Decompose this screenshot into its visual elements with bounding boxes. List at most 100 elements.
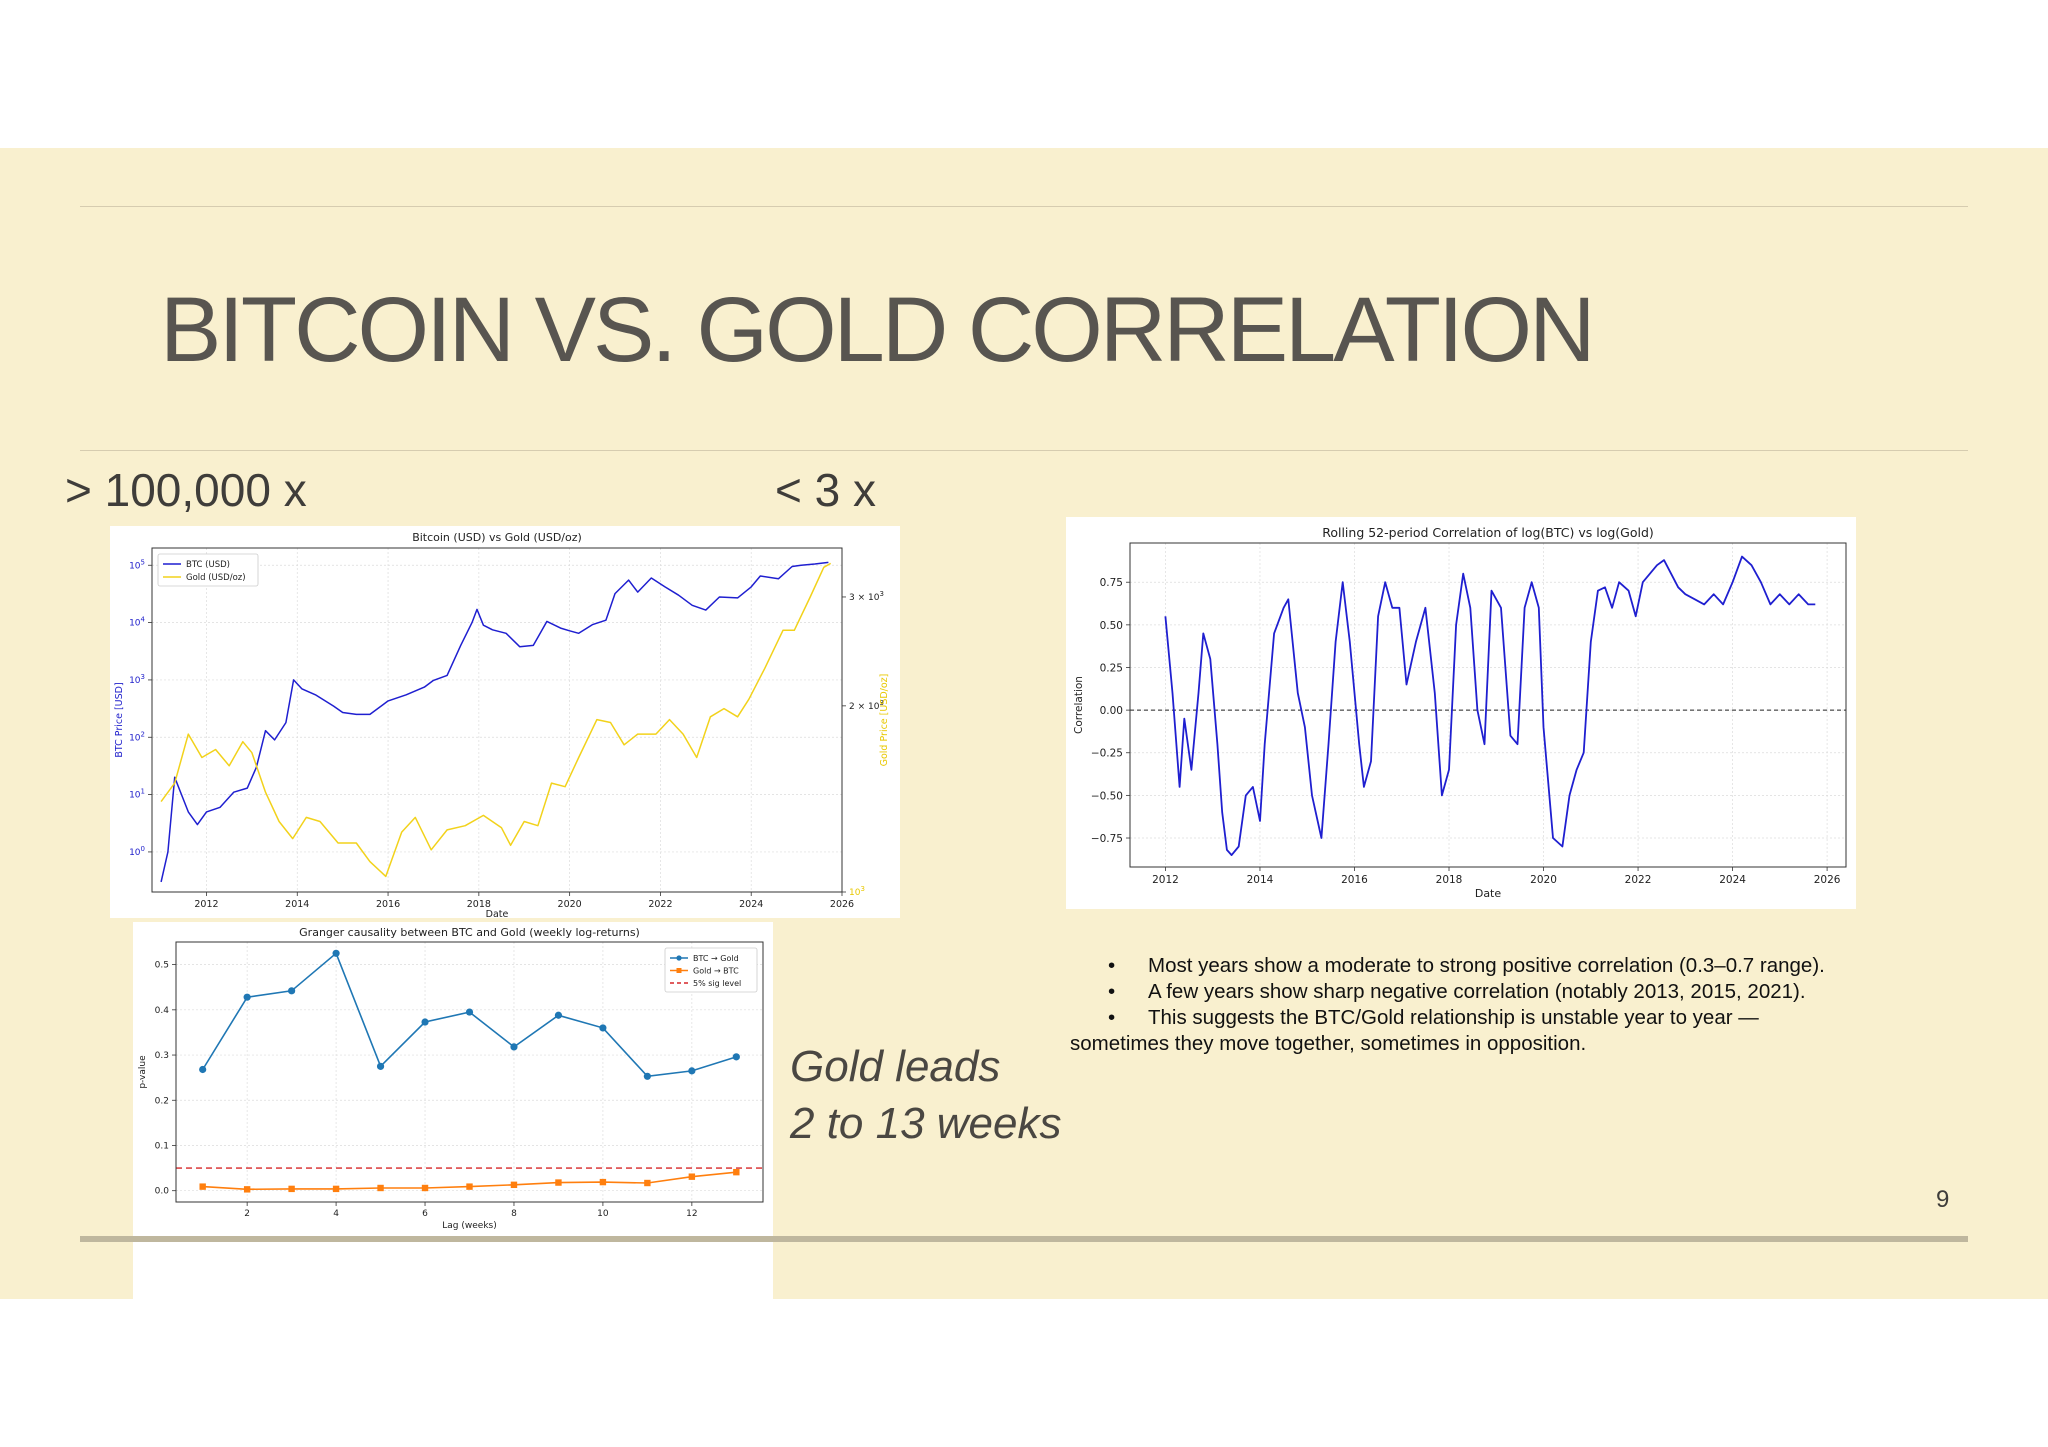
page-number: 9 bbox=[1936, 1186, 1950, 1213]
legend-marker bbox=[676, 968, 682, 973]
y-axis-label-left: BTC Price [USD] bbox=[114, 682, 125, 757]
gold-growth-label: < 3 x bbox=[775, 464, 877, 516]
legend-marker bbox=[676, 955, 682, 961]
gold-to-btc-point bbox=[599, 1178, 607, 1186]
gold-to-btc-point bbox=[510, 1181, 518, 1189]
gold-to-btc-point bbox=[199, 1183, 206, 1190]
top-rule bbox=[80, 206, 1968, 207]
plot-frame bbox=[1129, 542, 1847, 868]
gold-price-line bbox=[160, 562, 832, 878]
y-tick-label-right: 3 × 103 bbox=[849, 590, 884, 603]
y-tick-label: 0.4 bbox=[155, 1006, 170, 1016]
gold-to-btc-point bbox=[332, 1185, 340, 1193]
legend-label: Gold (USD/oz) bbox=[186, 573, 246, 583]
finding-item: Most years show a moderate to strong pos… bbox=[1070, 953, 1870, 979]
plot-frame bbox=[175, 941, 764, 1203]
btc-growth-label: > 100,000 x bbox=[65, 464, 307, 516]
gold-leads-callout: Gold leads 2 to 13 weeks bbox=[790, 1038, 1062, 1152]
x-tick-label: 2014 bbox=[1247, 874, 1274, 886]
x-tick-label: 2012 bbox=[194, 899, 218, 910]
y-tick-label: 0.50 bbox=[1100, 620, 1123, 632]
y-tick-label-left: 103 bbox=[129, 673, 145, 686]
y-tick-label-right: 103 bbox=[849, 885, 865, 898]
x-tick-label: 12 bbox=[686, 1209, 697, 1219]
x-tick-label: 2024 bbox=[1719, 874, 1746, 886]
x-tick-label: 2020 bbox=[558, 899, 582, 910]
x-tick-label: 2022 bbox=[648, 899, 672, 910]
legend-box bbox=[157, 553, 259, 587]
granger-chart: Granger causality between BTC and Gold (… bbox=[138, 926, 764, 1231]
finding-continuation: sometimes they move together, sometimes … bbox=[1070, 1032, 1587, 1055]
x-tick-label: 2016 bbox=[376, 899, 400, 910]
btc-to-gold-point bbox=[421, 1018, 429, 1026]
x-tick-label: 2026 bbox=[830, 899, 854, 910]
x-tick-label: 2020 bbox=[1530, 874, 1557, 886]
finding-item: A few years show sharp negative correlat… bbox=[1070, 979, 1870, 1005]
y-tick-label: −0.25 bbox=[1091, 748, 1123, 760]
y-tick-label: 0.5 bbox=[155, 961, 169, 971]
btc-gold-price-chart-panel: Bitcoin (USD) vs Gold (USD/oz) 2012 2014 20… bbox=[110, 526, 900, 920]
btc-to-gold-point bbox=[688, 1067, 696, 1075]
x-axis-label: Date bbox=[1475, 887, 1502, 900]
x-tick-label: 2026 bbox=[1814, 874, 1841, 886]
gold-to-btc-point bbox=[288, 1185, 295, 1193]
y-axis-label-right: Gold Price [USD/oz] bbox=[879, 674, 890, 767]
x-tick-label: 2024 bbox=[739, 899, 763, 910]
y-tick-label: 0.3 bbox=[155, 1051, 169, 1061]
gold-leads-line-1: Gold leads bbox=[790, 1042, 1001, 1091]
x-tick-label: 2018 bbox=[467, 899, 491, 910]
y-axis-label: p-value bbox=[138, 1055, 148, 1089]
x-tick-label: 4 bbox=[333, 1209, 339, 1219]
y-tick-label: 0.00 bbox=[1100, 705, 1123, 717]
btc-to-gold-point bbox=[465, 1008, 474, 1016]
legend-box bbox=[664, 947, 758, 993]
y-tick-label: −0.50 bbox=[1091, 790, 1123, 802]
legend-label: BTC → Gold bbox=[693, 954, 739, 963]
rolling-correlation-chart: Rolling 52-period Correlation of log(BTC… bbox=[1073, 525, 1847, 900]
y-tick-label: 0.75 bbox=[1100, 577, 1123, 589]
y-tick-label-right: 2 × 103 bbox=[849, 699, 884, 712]
y-tick-label: 0.25 bbox=[1100, 662, 1123, 674]
x-tick-label: 10 bbox=[597, 1209, 609, 1219]
legend-label: BTC (USD) bbox=[186, 560, 230, 570]
y-tick-label: 0.2 bbox=[155, 1096, 169, 1106]
legend-label: Gold → BTC bbox=[693, 967, 739, 976]
bottom-rule bbox=[80, 1236, 1968, 1242]
gold-leads-line-2: 2 to 13 weeks bbox=[790, 1099, 1062, 1148]
x-tick-label: 6 bbox=[422, 1209, 428, 1219]
btc-to-gold-point bbox=[510, 1043, 518, 1051]
x-tick-label: 2014 bbox=[285, 899, 309, 910]
plot-frame bbox=[151, 547, 843, 893]
x-tick-label: 2 bbox=[244, 1209, 250, 1219]
chart-title: Granger causality between BTC and Gold (… bbox=[299, 926, 640, 939]
gold-to-btc-point bbox=[688, 1173, 696, 1180]
btc-to-gold-point bbox=[199, 1065, 207, 1074]
btc-to-gold-point bbox=[332, 949, 340, 957]
y-axis-label: Correlation bbox=[1073, 676, 1085, 734]
granger-chart-panel: Granger causality between BTC and Gold (… bbox=[133, 922, 773, 1382]
gold-to-btc-point bbox=[733, 1168, 740, 1176]
gold-to-btc-point bbox=[377, 1184, 384, 1192]
btc-gold-price-chart: Bitcoin (USD) vs Gold (USD/oz) 2012 2014 20… bbox=[114, 531, 890, 920]
x-tick-label: 2016 bbox=[1341, 874, 1368, 886]
gold-to-btc-point bbox=[466, 1183, 473, 1190]
y-tick-label-left: 101 bbox=[129, 788, 145, 801]
findings-list: Most years show a moderate to strong pos… bbox=[1070, 953, 1870, 1057]
slide: BITCOIN VS. GOLD CORRELATION > 100,000 x… bbox=[0, 148, 2048, 1382]
y-tick-label-left: 104 bbox=[129, 616, 145, 629]
y-tick-label: 0.1 bbox=[155, 1141, 169, 1151]
rolling-correlation-chart-panel: Rolling 52-period Correlation of log(BTC… bbox=[1066, 517, 1856, 909]
btc-to-gold-point bbox=[732, 1053, 740, 1061]
y-tick-label-left: 100 bbox=[129, 845, 145, 858]
x-axis-label: Lag (weeks) bbox=[442, 1221, 496, 1231]
rolling-correlation-line bbox=[1164, 555, 1816, 857]
gold-to-btc-point bbox=[555, 1179, 562, 1186]
btc-to-gold-point bbox=[288, 987, 296, 995]
btc-to-gold-point bbox=[643, 1072, 651, 1080]
slide-title: BITCOIN VS. GOLD CORRELATION bbox=[160, 279, 1596, 381]
title-rule bbox=[80, 450, 1968, 451]
btc-to-gold-point bbox=[554, 1011, 563, 1019]
btc-to-gold-point bbox=[599, 1024, 607, 1032]
x-tick-label: 8 bbox=[511, 1209, 517, 1219]
gold-to-btc-point bbox=[421, 1184, 429, 1192]
